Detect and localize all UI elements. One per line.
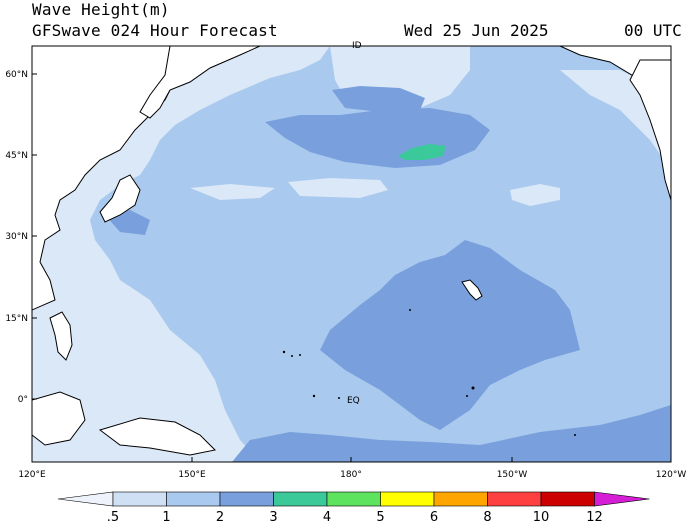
land-north-america <box>629 59 671 201</box>
colorbar-swatch <box>433 491 488 507</box>
lat-tick-label: 60°N <box>5 70 28 80</box>
colorbar-swatch <box>273 491 328 507</box>
colorbar-label: 8 <box>483 510 491 525</box>
colorbar-label: 2 <box>216 510 224 525</box>
wave-band-0.5-1m-patch-mid <box>190 184 275 200</box>
equator-label: EQ <box>347 396 360 406</box>
colorbar-label: 4 <box>323 510 331 525</box>
wave-band-0.5-1m-patch-45n <box>288 178 388 198</box>
colorbar-label: 1 <box>162 510 170 525</box>
colorbar-swatch <box>540 491 595 507</box>
colorbar-swatch <box>166 491 221 507</box>
lat-tick-label: 0° <box>18 395 28 405</box>
colorbar-swatch <box>326 491 381 507</box>
land-philippines <box>49 311 73 361</box>
colorbar-max-arrow <box>594 491 650 507</box>
colorbar: .5 1 2 3 4 5 6 8 10 12 <box>57 491 650 525</box>
map-axes: 60°N 45°N 30°N 15°N 0° 120°E 150°E 180° 150°W 120… <box>5 70 686 480</box>
colorbar-label: 3 <box>269 510 277 525</box>
lat-tick-label: 15°N <box>5 314 28 324</box>
land-borneo <box>32 391 86 446</box>
lat-tick-label: 45°N <box>5 151 28 161</box>
wave-band-2-3m-south <box>232 405 671 462</box>
land-new-guinea <box>98 417 217 456</box>
land-hawaii <box>461 279 483 301</box>
colorbar-label: 5 <box>376 510 384 525</box>
wave-band-0.5-1m-patch-east <box>510 184 560 206</box>
colorbar-label: .5 <box>107 510 119 525</box>
lon-tick-label: 150°E <box>178 470 206 480</box>
land-kamchatka <box>139 46 261 119</box>
chart-title: Wave Height(m) <box>32 0 170 19</box>
wave-band-2-3m-hawaii <box>320 240 580 430</box>
wave-band-2-3m-bering <box>332 86 425 112</box>
colorbar-swatch <box>487 491 542 507</box>
colorbar-min-arrow <box>57 491 114 507</box>
lon-tick-label: 120°W <box>656 470 687 480</box>
colorbar-label: 6 <box>430 510 438 525</box>
dateline-marker: ID <box>352 41 362 51</box>
colorbar-label: 10 <box>533 510 550 525</box>
lon-tick-label: 150°W <box>497 470 528 480</box>
lon-tick-label: 120°E <box>18 470 46 480</box>
colorbar-swatch <box>380 491 435 507</box>
wave-band-3-4m <box>398 144 446 160</box>
colorbar-label: 12 <box>586 510 603 525</box>
lon-tick-label: 180° <box>340 470 362 480</box>
model-forecast-label: GFSwave 024 Hour Forecast <box>32 21 278 40</box>
land-japan <box>99 174 141 223</box>
island-dots <box>282 309 576 436</box>
map-area <box>32 46 671 462</box>
forecast-date: Wed 25 Jun 2025 <box>404 21 549 40</box>
lat-tick-label: 30°N <box>5 232 28 242</box>
colorbar-swatch <box>112 491 167 507</box>
forecast-time: 00 UTC <box>624 21 682 40</box>
colorbar-swatch <box>219 491 274 507</box>
